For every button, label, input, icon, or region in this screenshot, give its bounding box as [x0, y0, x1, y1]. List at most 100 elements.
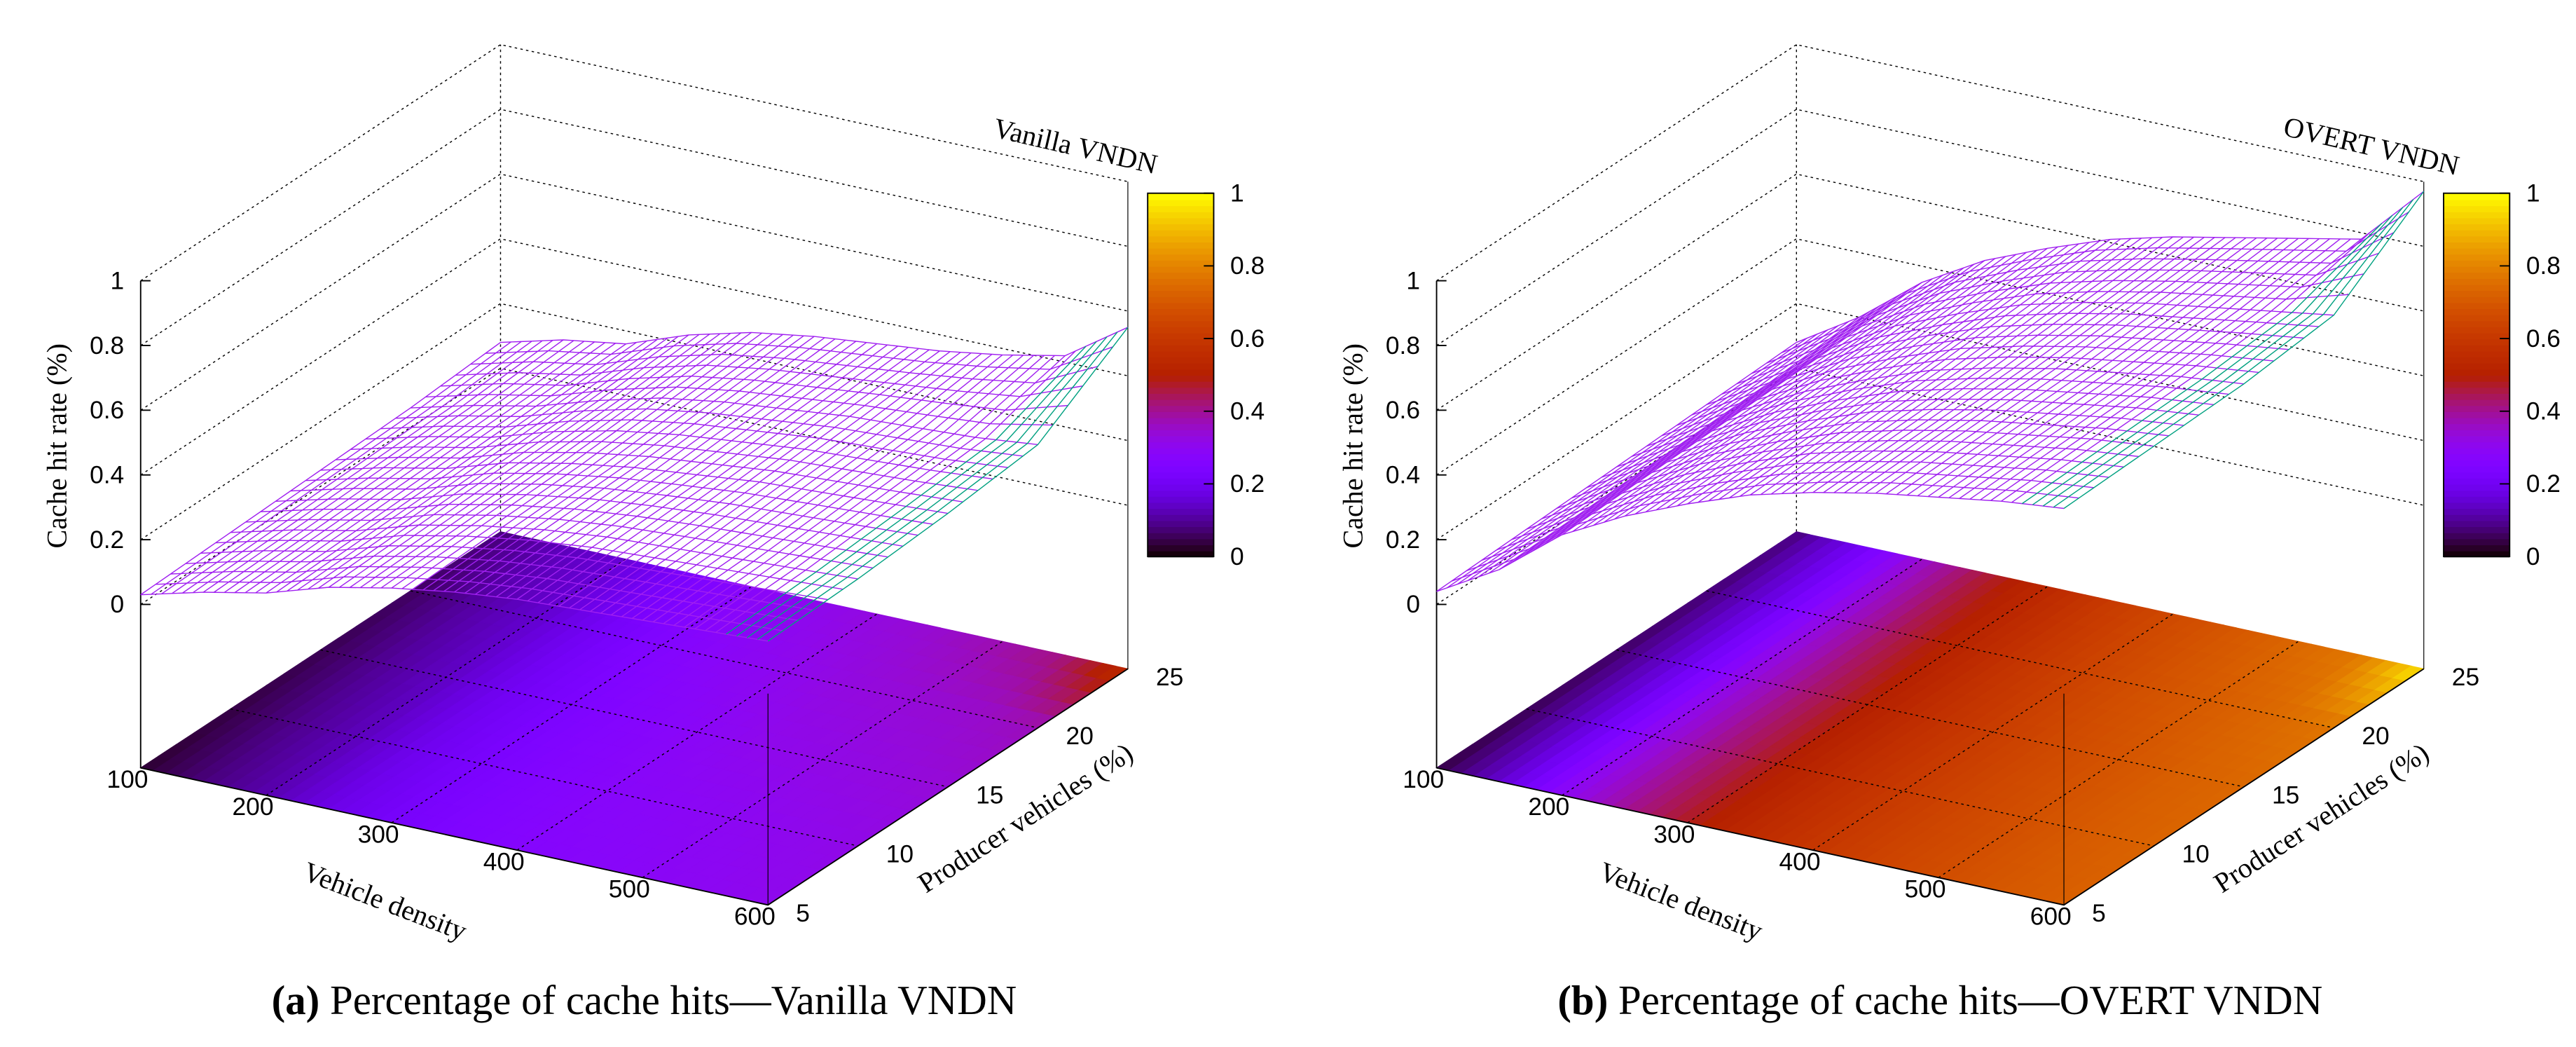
surface-line-y: [308, 337, 668, 590]
colorbar-tick-label: 0.6: [2526, 325, 2561, 353]
colorbar-segment: [2444, 259, 2510, 267]
colorbar-segment: [2444, 272, 2510, 279]
colorbar-tick-label: 0: [2526, 543, 2540, 570]
surface-line-y: [370, 333, 731, 589]
colorbar-segment: [1148, 477, 1214, 485]
colorbar-segment: [2444, 544, 2510, 552]
colorbar-segment: [1148, 266, 1214, 273]
z-tick-label: 0.2: [90, 526, 124, 554]
surface-line-y: [1875, 237, 2236, 494]
surface-line-y: [1781, 238, 2142, 495]
surface-line-x: [1796, 191, 2425, 343]
surface-line-y: [715, 350, 1076, 634]
z-tick-label: 0.2: [1386, 526, 1420, 554]
surface-line-y: [579, 350, 940, 610]
colorbar-segment: [1148, 508, 1214, 515]
colorbar-segment: [2444, 254, 2510, 261]
colorbar-segment: [2444, 326, 2510, 334]
surface-line-y: [1634, 258, 1996, 515]
surface-line-y: [401, 332, 762, 589]
x-tick-label: 200: [233, 793, 274, 821]
z-tick-label: 0: [111, 591, 125, 618]
surface-line-y: [172, 341, 532, 594]
colorbar-segment: [2444, 399, 2510, 406]
surface-line-y: [1467, 329, 1828, 581]
surface-line-y: [495, 341, 857, 598]
surface-line-y: [1760, 238, 2121, 495]
surface-line-y: [433, 334, 794, 591]
colorbar-segment: [1148, 314, 1214, 322]
colorbar-segment: [2444, 538, 2510, 546]
colorbar-border: [1147, 192, 1215, 558]
colorbar-segment: [2444, 532, 2510, 540]
y-tick-label: 10: [886, 841, 914, 868]
caption-text: Percentage of cache hits—Vanilla VNDN: [319, 978, 1017, 1023]
y-tick-label: 25: [2452, 664, 2479, 691]
surface-line-y: [349, 334, 710, 588]
surface-line-y: [736, 341, 1097, 636]
surface-line-y: [642, 354, 1003, 621]
surface-line-y: [600, 352, 961, 614]
caption-text: Percentage of cache hits—OVERT VNDN: [1608, 978, 2322, 1023]
colorbar-segment: [1148, 259, 1214, 267]
colorbar-segment: [1148, 235, 1214, 243]
colorbar-segment: [2444, 338, 2510, 345]
colorbar-segment: [1148, 350, 1214, 358]
surface-line-y: [1823, 236, 2184, 493]
surface-line-y: [1865, 237, 2226, 494]
colorbar-segment: [1148, 484, 1214, 491]
surface-line-y: [412, 333, 773, 590]
colorbar-segment: [1148, 387, 1214, 395]
surface-line-y: [2053, 198, 2414, 508]
colorbar-segment: [1148, 459, 1214, 467]
colorbar-segment: [1148, 284, 1214, 292]
colorbar-segment: [2444, 447, 2510, 455]
floor-gridline: [391, 586, 752, 823]
z-tick-label: 0.4: [1386, 462, 1420, 489]
colorbar-segment: [1148, 332, 1214, 340]
y-tick-label: 15: [976, 781, 1003, 809]
colorbar-segment: [1148, 289, 1214, 297]
colorbar-segment: [2444, 387, 2510, 395]
colorbar-segment: [2444, 350, 2510, 358]
colorbar-segment: [2444, 392, 2510, 400]
colorbar-segment: [2444, 381, 2510, 388]
surface-line-y: [1488, 321, 1850, 574]
surface-line-y: [537, 345, 899, 603]
colorbar-segment: [2444, 417, 2510, 425]
floor-gridline: [1938, 641, 2299, 878]
surface-line-y: [182, 340, 543, 594]
surface-line-y: [548, 347, 909, 605]
x-tick-label: 300: [1653, 821, 1695, 848]
colorbar-segment: [2444, 320, 2510, 327]
surface-line-y: [1906, 238, 2268, 496]
colorbar-tick-label: 0.4: [1230, 398, 1265, 425]
surface-line-y: [454, 336, 815, 593]
surface-line-y: [746, 336, 1108, 638]
surface-line-y: [1541, 293, 1901, 547]
surface-line-y: [1645, 256, 2006, 513]
colorbar-segment: [1148, 490, 1214, 497]
surface-line-y: [1572, 278, 1933, 533]
surface-line-y: [266, 343, 626, 594]
colorbar-segment: [1148, 435, 1214, 443]
surface-line-y: [1530, 299, 1892, 553]
colorbar-segment: [2444, 405, 2510, 412]
colorbar-segment: [2444, 477, 2510, 485]
surface-line-y: [631, 353, 993, 620]
colorbar-segment: [2444, 362, 2510, 370]
back-wall-gridline: [140, 109, 1129, 346]
x-tick-label: 100: [106, 766, 148, 793]
colorbar-segment: [1148, 405, 1214, 412]
colorbar-segment: [1148, 502, 1214, 509]
surface-line-y: [391, 331, 752, 589]
colorbar-segment: [2444, 429, 2510, 437]
colorbar-segment: [1148, 247, 1214, 255]
z-tick-label: 0.8: [90, 332, 124, 360]
surface-line-x: [455, 364, 1083, 397]
colorbar-tick-label: 0.2: [2526, 470, 2561, 498]
surface-line-y: [1791, 237, 2153, 494]
colorbar-segment: [1148, 441, 1214, 449]
colorbar-segment: [1148, 241, 1214, 249]
colorbar-segment: [2444, 453, 2510, 461]
